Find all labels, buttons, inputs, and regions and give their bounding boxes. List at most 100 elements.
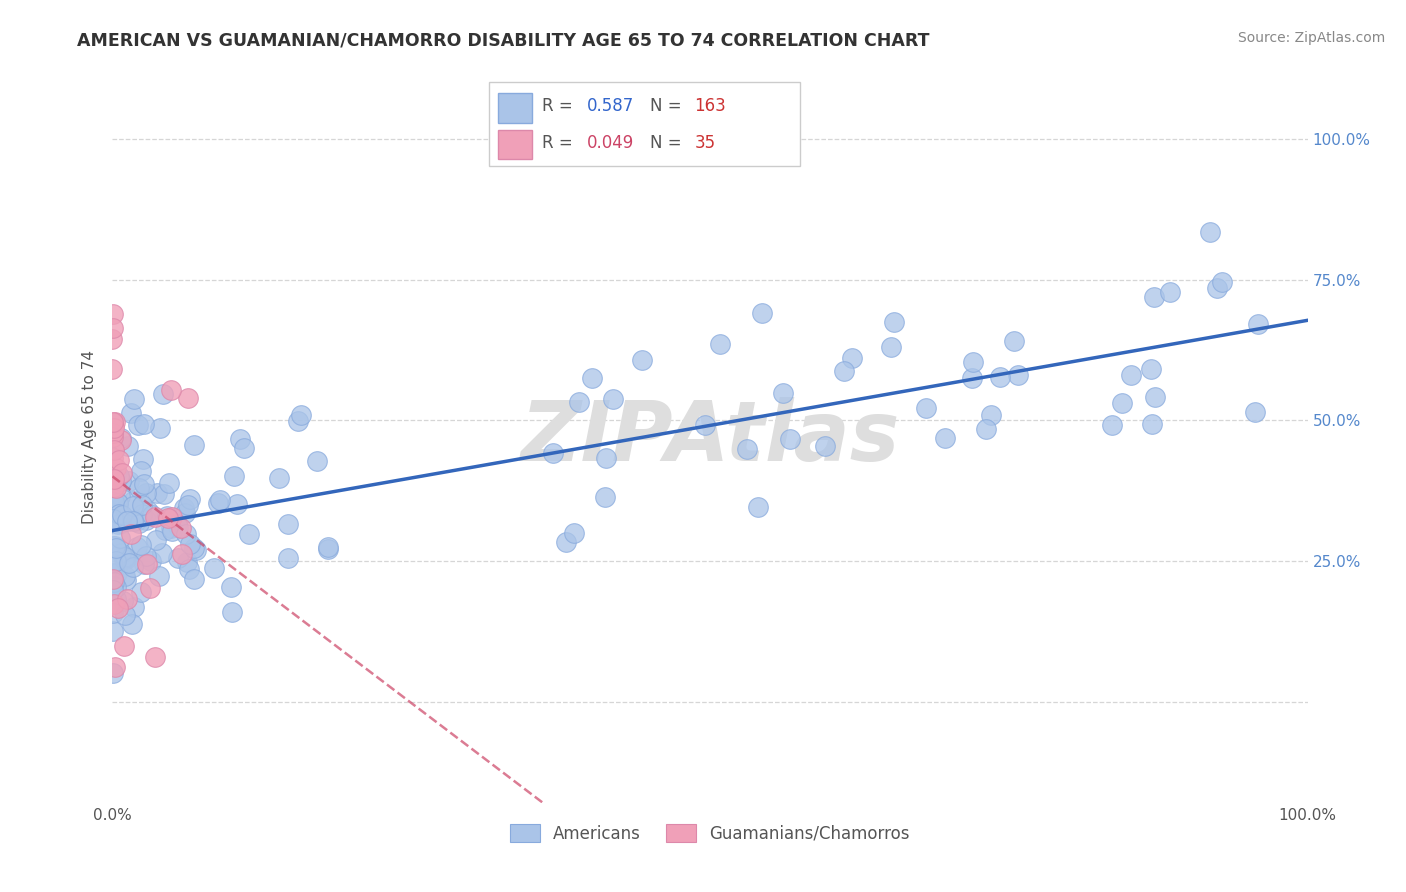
Point bbox=[101, 666, 124, 681]
Point bbox=[595, 490, 617, 504]
Point bbox=[695, 418, 717, 433]
Point bbox=[316, 541, 339, 556]
Text: N =: N = bbox=[651, 134, 688, 152]
Point bbox=[101, 450, 124, 465]
Point bbox=[277, 517, 299, 532]
Point bbox=[103, 443, 125, 458]
Point bbox=[145, 533, 167, 548]
Point bbox=[1159, 285, 1181, 299]
Point bbox=[125, 540, 148, 554]
Point bbox=[103, 539, 125, 553]
Point bbox=[103, 574, 125, 589]
Point bbox=[117, 474, 139, 488]
Point bbox=[1101, 418, 1123, 433]
Point bbox=[115, 515, 138, 529]
Point bbox=[103, 480, 125, 494]
Point bbox=[1139, 362, 1161, 376]
Point bbox=[160, 520, 183, 534]
Point bbox=[101, 624, 124, 639]
Point bbox=[177, 562, 200, 576]
Point bbox=[814, 439, 837, 453]
Point bbox=[183, 438, 205, 452]
Point bbox=[581, 370, 603, 384]
Point bbox=[101, 361, 124, 376]
Point bbox=[114, 551, 136, 566]
Point bbox=[202, 561, 225, 575]
Point bbox=[166, 550, 188, 565]
Point bbox=[108, 453, 131, 467]
Point bbox=[183, 541, 205, 556]
Point bbox=[735, 442, 758, 456]
Point bbox=[107, 507, 129, 521]
Point bbox=[150, 546, 173, 560]
Point bbox=[170, 521, 193, 535]
Point bbox=[103, 471, 125, 485]
Point bbox=[183, 572, 205, 586]
Point bbox=[101, 307, 124, 321]
Point bbox=[101, 572, 124, 586]
Point bbox=[122, 493, 145, 508]
Point bbox=[103, 442, 125, 457]
Point bbox=[841, 351, 863, 365]
Point bbox=[779, 432, 801, 446]
Point bbox=[148, 569, 170, 583]
Point bbox=[105, 461, 128, 475]
Point bbox=[219, 580, 242, 594]
Point bbox=[131, 507, 153, 521]
Point bbox=[555, 534, 578, 549]
Point bbox=[174, 506, 197, 520]
Point bbox=[129, 584, 152, 599]
Point bbox=[1111, 396, 1133, 410]
Point bbox=[602, 392, 624, 406]
Point bbox=[111, 594, 134, 608]
Point bbox=[934, 431, 956, 445]
Point bbox=[772, 385, 794, 400]
Text: 0.587: 0.587 bbox=[586, 97, 634, 115]
Point bbox=[115, 573, 138, 587]
Point bbox=[238, 526, 260, 541]
Point bbox=[107, 496, 129, 510]
Point bbox=[122, 392, 145, 407]
Point bbox=[179, 491, 201, 506]
Point bbox=[101, 332, 124, 346]
Point bbox=[105, 566, 128, 580]
Point bbox=[101, 539, 124, 553]
Point bbox=[207, 496, 229, 510]
Point bbox=[177, 391, 200, 405]
Point bbox=[157, 476, 180, 491]
Point bbox=[980, 408, 1002, 422]
Point bbox=[115, 591, 138, 606]
Point bbox=[631, 352, 654, 367]
Point bbox=[118, 556, 141, 570]
Point bbox=[1007, 368, 1029, 382]
Point bbox=[134, 557, 156, 571]
Point bbox=[128, 481, 150, 495]
Point bbox=[1140, 417, 1163, 431]
Point bbox=[135, 557, 157, 571]
Point bbox=[104, 580, 127, 594]
Point bbox=[120, 406, 142, 420]
Point bbox=[110, 431, 132, 445]
Point bbox=[224, 468, 246, 483]
Point bbox=[111, 466, 134, 480]
Point bbox=[152, 387, 174, 401]
Point bbox=[1206, 280, 1229, 294]
Point bbox=[225, 497, 247, 511]
Point bbox=[104, 415, 127, 429]
Point bbox=[208, 492, 231, 507]
Point bbox=[114, 607, 136, 622]
Point bbox=[233, 441, 256, 455]
Point bbox=[174, 527, 197, 541]
Point bbox=[107, 600, 129, 615]
Point bbox=[186, 543, 208, 558]
Point bbox=[111, 508, 134, 522]
Point bbox=[880, 340, 903, 354]
Text: 0.049: 0.049 bbox=[586, 134, 634, 152]
Point bbox=[221, 605, 243, 619]
Point bbox=[1244, 405, 1267, 419]
Point bbox=[1121, 368, 1143, 382]
Point bbox=[122, 514, 145, 528]
Point bbox=[108, 532, 131, 546]
Point bbox=[107, 517, 129, 532]
Point bbox=[156, 508, 179, 523]
